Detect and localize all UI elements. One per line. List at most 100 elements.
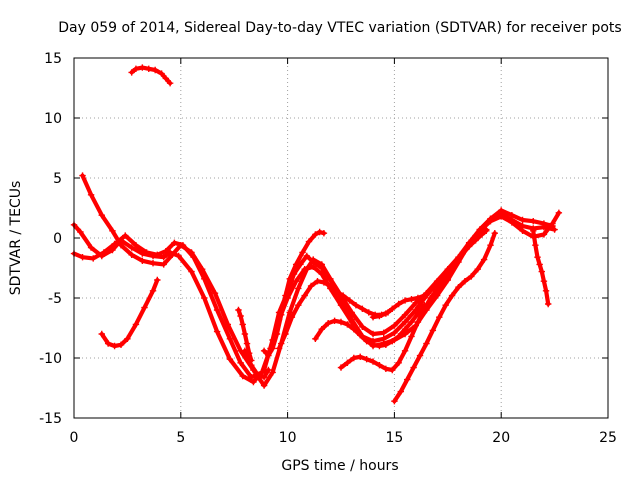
data-point bbox=[395, 300, 402, 308]
y-axis-label: SDTVAR / TECUs bbox=[8, 181, 24, 296]
data-point bbox=[519, 227, 526, 234]
data-point bbox=[299, 249, 306, 256]
data-point bbox=[128, 251, 135, 258]
data-point bbox=[412, 306, 419, 314]
data-point bbox=[395, 359, 402, 366]
data-point bbox=[410, 364, 417, 371]
data-point bbox=[380, 335, 387, 342]
data-point bbox=[376, 342, 383, 350]
data-point bbox=[429, 327, 437, 334]
data-point bbox=[188, 268, 195, 275]
data-point bbox=[269, 345, 276, 352]
data-point bbox=[480, 256, 488, 263]
data-point bbox=[141, 304, 148, 311]
data-point bbox=[77, 228, 84, 236]
data-point bbox=[423, 340, 430, 347]
y-tick-label: -15 bbox=[39, 411, 62, 427]
data-point bbox=[391, 329, 398, 336]
data-point bbox=[318, 326, 325, 333]
data-point bbox=[295, 285, 302, 292]
x-axis-label: GPS time / hours bbox=[281, 458, 398, 474]
data-point bbox=[288, 314, 296, 321]
data-point bbox=[433, 286, 441, 293]
data-point bbox=[90, 255, 97, 262]
data-point bbox=[519, 216, 526, 224]
data-point bbox=[166, 80, 174, 87]
data-point bbox=[310, 256, 317, 263]
data-point bbox=[382, 341, 390, 348]
y-tick-label: 10 bbox=[44, 111, 62, 127]
data-point bbox=[436, 314, 443, 321]
data-point bbox=[337, 364, 345, 371]
data-point bbox=[350, 354, 358, 362]
data-point bbox=[211, 290, 219, 297]
data-point bbox=[314, 278, 321, 285]
data-point bbox=[265, 352, 272, 359]
data-point bbox=[536, 261, 543, 268]
data-point bbox=[331, 317, 338, 324]
data-point bbox=[389, 366, 396, 374]
data-point bbox=[201, 275, 208, 282]
data-point bbox=[348, 318, 355, 326]
data-point bbox=[179, 242, 187, 249]
data-point bbox=[245, 350, 253, 357]
data-point bbox=[474, 266, 481, 273]
data-point bbox=[427, 294, 434, 302]
data-point bbox=[132, 321, 140, 328]
data-point bbox=[389, 305, 396, 312]
data-point bbox=[292, 261, 300, 268]
data-point bbox=[237, 312, 244, 320]
series-arc-l bbox=[369, 227, 490, 321]
series-arc-g bbox=[235, 306, 255, 364]
y-tick-label: 5 bbox=[53, 171, 62, 187]
data-point bbox=[465, 243, 473, 250]
data-point bbox=[365, 309, 372, 316]
data-point bbox=[277, 311, 285, 318]
data-point bbox=[363, 338, 370, 345]
data-point bbox=[235, 306, 242, 314]
data-point bbox=[109, 227, 116, 234]
data-point bbox=[414, 294, 422, 302]
data-point bbox=[327, 282, 334, 290]
data-point bbox=[122, 232, 129, 239]
data-point bbox=[348, 309, 355, 316]
data-point bbox=[498, 207, 505, 214]
data-point bbox=[162, 248, 170, 255]
data-point bbox=[534, 254, 541, 261]
data-point bbox=[421, 305, 428, 312]
data-point bbox=[213, 328, 221, 335]
data-point bbox=[369, 358, 377, 365]
series-arc-m bbox=[391, 230, 498, 405]
data-point bbox=[213, 306, 221, 314]
data-point bbox=[286, 275, 293, 282]
data-point bbox=[468, 273, 475, 280]
data-point bbox=[248, 374, 255, 381]
data-point bbox=[79, 172, 86, 179]
data-point bbox=[446, 267, 454, 274]
data-point bbox=[391, 398, 398, 405]
data-point bbox=[380, 329, 387, 336]
data-point bbox=[154, 276, 161, 284]
data-point bbox=[171, 239, 178, 246]
data-point bbox=[389, 338, 396, 345]
series-arc-d bbox=[98, 276, 161, 350]
data-point bbox=[301, 266, 308, 273]
data-point bbox=[333, 288, 340, 296]
data-point bbox=[169, 251, 176, 258]
data-point bbox=[124, 335, 131, 342]
data-point bbox=[111, 240, 118, 248]
data-point bbox=[412, 299, 419, 306]
data-point bbox=[382, 310, 390, 317]
data-point bbox=[260, 347, 268, 354]
data-point bbox=[498, 213, 505, 220]
data-point bbox=[408, 296, 415, 303]
data-point bbox=[401, 347, 409, 354]
data-point bbox=[404, 376, 411, 383]
data-point bbox=[401, 311, 409, 318]
data-point bbox=[241, 330, 249, 338]
data-point bbox=[104, 340, 112, 347]
data-point bbox=[320, 230, 328, 237]
data-point bbox=[491, 230, 498, 237]
data-point bbox=[363, 356, 370, 363]
